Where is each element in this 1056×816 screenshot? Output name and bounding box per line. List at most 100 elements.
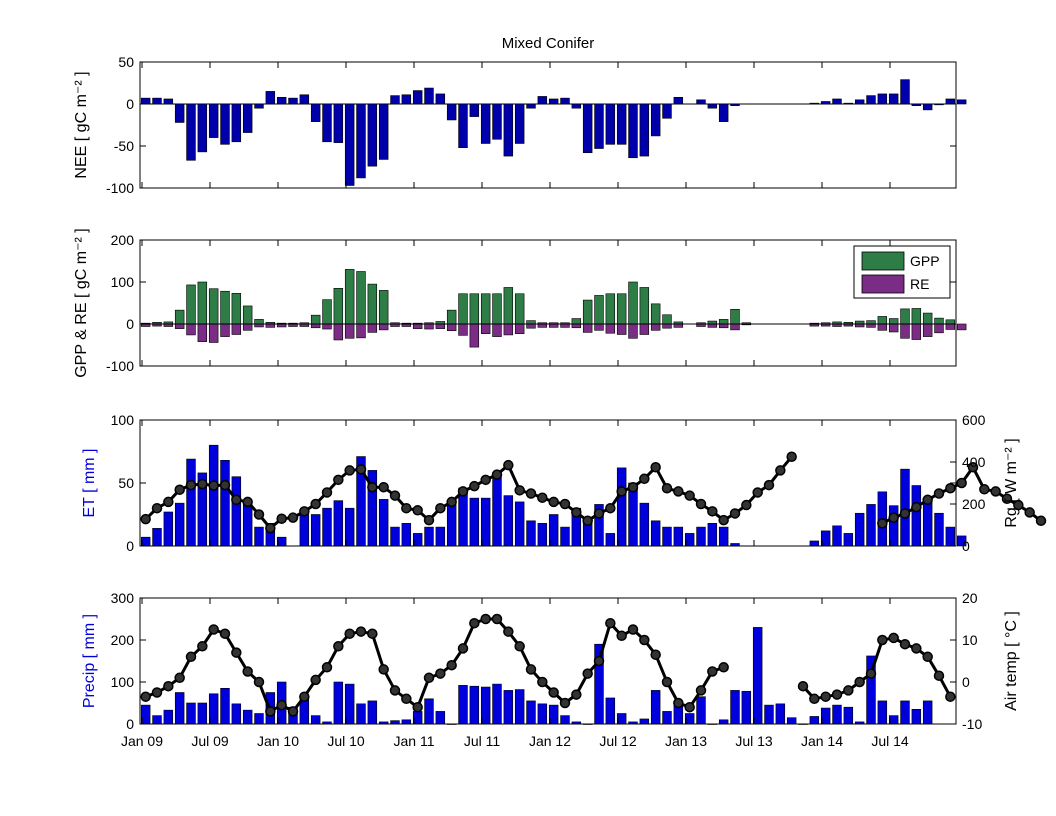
gpp-bar <box>888 318 899 325</box>
airtemp-point <box>253 676 265 688</box>
precip-bar <box>163 709 174 725</box>
airtemp-point <box>650 649 661 660</box>
rg-point <box>219 479 231 491</box>
nee-bar <box>163 98 174 105</box>
re-bar <box>537 323 548 328</box>
rg-point <box>253 509 265 520</box>
et-bar <box>231 476 242 547</box>
et-bar <box>412 533 423 547</box>
et-bar <box>435 526 446 547</box>
rg-point <box>480 474 491 486</box>
precip-bar <box>741 690 752 725</box>
gpp-bar <box>605 293 616 325</box>
nee-bar <box>730 103 740 106</box>
precip-bar <box>548 704 559 725</box>
nee-bar <box>458 103 468 148</box>
ytick-label: 0 <box>126 716 134 732</box>
airtemp-point <box>525 664 537 675</box>
re-bar <box>911 323 922 340</box>
xtick-label: Jan 10 <box>257 733 299 749</box>
precip-bar <box>730 690 740 725</box>
airtemp-point <box>344 628 355 639</box>
gpp-bar <box>934 317 944 325</box>
ytick-label-right: 200 <box>962 496 986 512</box>
gpp-bar <box>220 290 230 325</box>
precip-bar <box>333 681 344 725</box>
re-bar <box>435 323 446 329</box>
airtemp-point <box>605 617 616 629</box>
re-bar <box>866 323 876 328</box>
et-bar <box>208 444 219 547</box>
rg-point <box>899 508 911 519</box>
ytick-label: 0 <box>126 538 134 554</box>
nee-bar <box>344 103 355 186</box>
airtemp-point <box>707 666 718 677</box>
et-bar <box>163 511 174 547</box>
nee-bar <box>934 103 944 106</box>
ytick-label: 0 <box>126 316 134 332</box>
airtemp-point <box>367 628 378 639</box>
precip-bar <box>310 715 321 725</box>
nee-bar <box>707 103 718 109</box>
re-bar <box>662 323 672 329</box>
nee-bar <box>367 103 378 167</box>
et-bar <box>174 502 185 547</box>
et-bar <box>945 526 956 547</box>
re-bar <box>707 323 718 328</box>
y-axis-label-rg: Rg [ W m⁻² ] <box>1003 438 1020 527</box>
rg-point <box>877 518 888 529</box>
gpp-bar <box>242 305 253 325</box>
rg-point <box>208 480 219 491</box>
rg-point <box>911 501 922 513</box>
gpp-bar <box>503 287 514 325</box>
airtemp-point <box>185 651 197 663</box>
airtemp-point <box>593 655 605 667</box>
nee-bar <box>866 95 876 105</box>
xtick-label: Jan 14 <box>801 733 843 749</box>
airtemp-point <box>208 624 219 635</box>
rg-point <box>401 502 412 514</box>
nee-bar <box>197 103 208 153</box>
re-bar <box>231 323 242 335</box>
precip-bar <box>809 716 820 725</box>
airtemp-point <box>469 617 480 629</box>
precip-bar <box>752 627 763 725</box>
precip-bar <box>140 704 151 725</box>
airtemp-point <box>219 628 231 639</box>
rg-point <box>752 487 763 498</box>
rg-point <box>491 469 503 480</box>
et-bar <box>276 536 287 547</box>
gpp-bar <box>628 281 638 325</box>
rg-point <box>469 480 480 492</box>
rg-point <box>605 502 616 514</box>
airtemp-point <box>514 641 525 652</box>
precip-bar <box>820 707 831 725</box>
precip-bar <box>344 683 355 725</box>
nee-bar <box>220 103 230 145</box>
ytick-label-right: -10 <box>962 716 982 732</box>
nee-bar <box>322 103 332 143</box>
re-bar <box>378 323 389 331</box>
gpp-bar <box>492 293 502 325</box>
airtemp-point <box>355 626 367 637</box>
nee-bar <box>390 95 400 105</box>
rg-point <box>231 494 242 506</box>
re-bar <box>446 323 457 332</box>
airtemp-point <box>673 697 684 709</box>
nee-bar <box>412 90 423 105</box>
rg-point <box>888 512 899 523</box>
ytick-label: 50 <box>118 54 134 70</box>
et-bar <box>514 501 525 547</box>
rg-point <box>729 508 741 519</box>
airtemp-point <box>378 664 389 675</box>
precip-bar <box>492 683 502 725</box>
nee-bar <box>628 103 638 159</box>
ytick-label-right: 0 <box>962 674 970 690</box>
gpp-bar <box>650 303 661 325</box>
airtemp-point <box>480 613 491 625</box>
nee-bar <box>820 101 831 105</box>
precip-bar <box>877 700 888 725</box>
re-bar <box>503 323 514 336</box>
airtemp-point <box>639 634 650 646</box>
